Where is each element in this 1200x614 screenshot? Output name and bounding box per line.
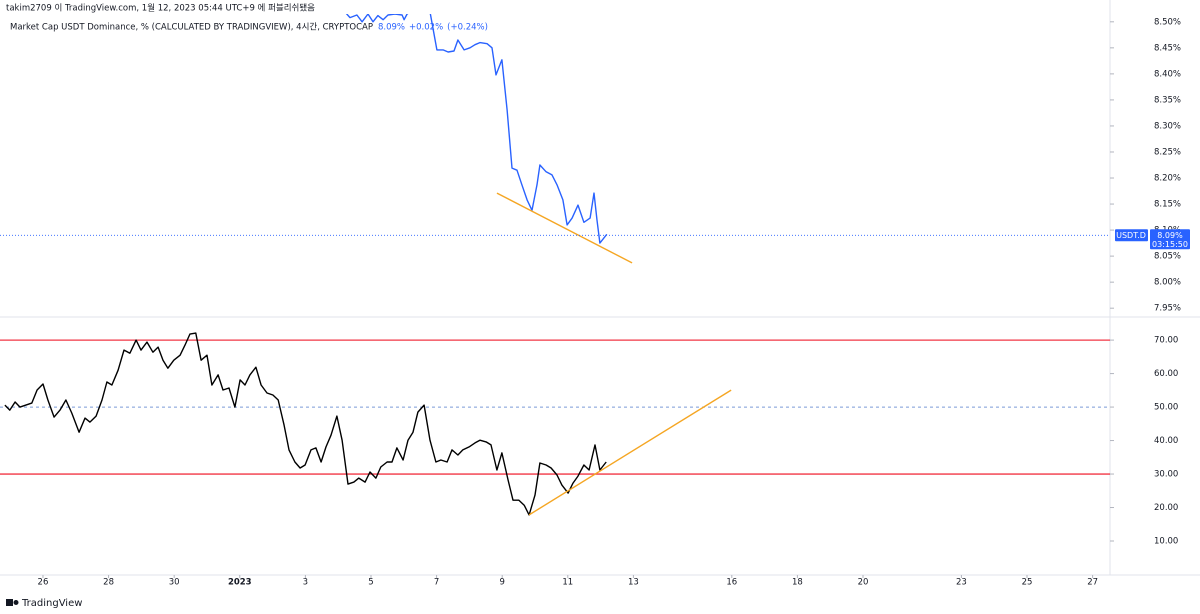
x-tick-label: 28 [103, 578, 114, 588]
series-tag [1115, 229, 1148, 242]
last-value-label: 8.09% [1157, 231, 1183, 240]
logo [6, 599, 19, 606]
x-tick-label: 9 [499, 578, 504, 588]
x-tick-label: 20 [858, 578, 869, 588]
trend-line [496, 192, 633, 264]
last-value-box [1150, 229, 1190, 250]
y-tick-label: 8.00% [1154, 278, 1181, 288]
x-tick-label: 5 [368, 578, 373, 588]
pane [0, 332, 1110, 516]
y-tick-label: 20.00 [1154, 503, 1178, 513]
x-tick-label: 26 [38, 578, 49, 588]
legend-value: 8.09% [378, 23, 405, 33]
trend-line [528, 389, 732, 516]
x-tick-label: 2023 [228, 578, 252, 588]
x-tick-label: 11 [562, 578, 573, 588]
y-tick-label: 8.30% [1154, 121, 1181, 131]
x-tick-label: 27 [1087, 578, 1098, 588]
y-tick-label: 8.20% [1154, 174, 1181, 184]
x-tick-label: 7 [434, 578, 439, 588]
y-tick-label: 8.25% [1154, 147, 1181, 157]
y-tick-label: 7.95% [1154, 304, 1181, 314]
y-tick-label: 8.40% [1154, 69, 1181, 79]
series-line [345, 14, 608, 244]
y-tick-label: 70.00 [1154, 336, 1178, 346]
attribution: takim2709 이 TradingView.com, 1월 12, 2023… [6, 3, 315, 14]
x-tick-label: 13 [628, 578, 639, 588]
y-tick-label: 8.35% [1154, 95, 1181, 105]
y-tick-label: 30.00 [1154, 470, 1178, 480]
legend-title: Market Cap USDT Dominance, % (CALCULATED… [10, 22, 373, 33]
y-tick-label: 8.50% [1154, 17, 1181, 27]
x-tick-label: 25 [1022, 578, 1033, 588]
legend-change: +0.02% [409, 23, 443, 33]
y-tick-label: 40.00 [1154, 436, 1178, 446]
pane [345, 14, 633, 264]
x-tick-label: 23 [956, 578, 967, 588]
brand: TradingView [21, 598, 82, 609]
series-line [4, 332, 607, 516]
countdown-label: 03:15:50 [1152, 240, 1188, 249]
y-tick-label: 8.15% [1154, 200, 1181, 210]
x-tick-label: 30 [169, 578, 180, 588]
series-tag-label: USDT.D [1116, 231, 1146, 240]
y-tick-label: 10.00 [1154, 537, 1178, 547]
y-tick-label: 8.45% [1154, 43, 1181, 53]
legend-change-pct: (+0.24%) [447, 23, 488, 33]
y-tick-label: 60.00 [1154, 369, 1178, 379]
y-tick-label: 50.00 [1154, 403, 1178, 413]
y-tick-label: 8.05% [1154, 252, 1181, 262]
x-tick-label: 3 [303, 578, 308, 588]
x-tick-label: 16 [726, 578, 737, 588]
x-tick-label: 18 [792, 578, 803, 588]
